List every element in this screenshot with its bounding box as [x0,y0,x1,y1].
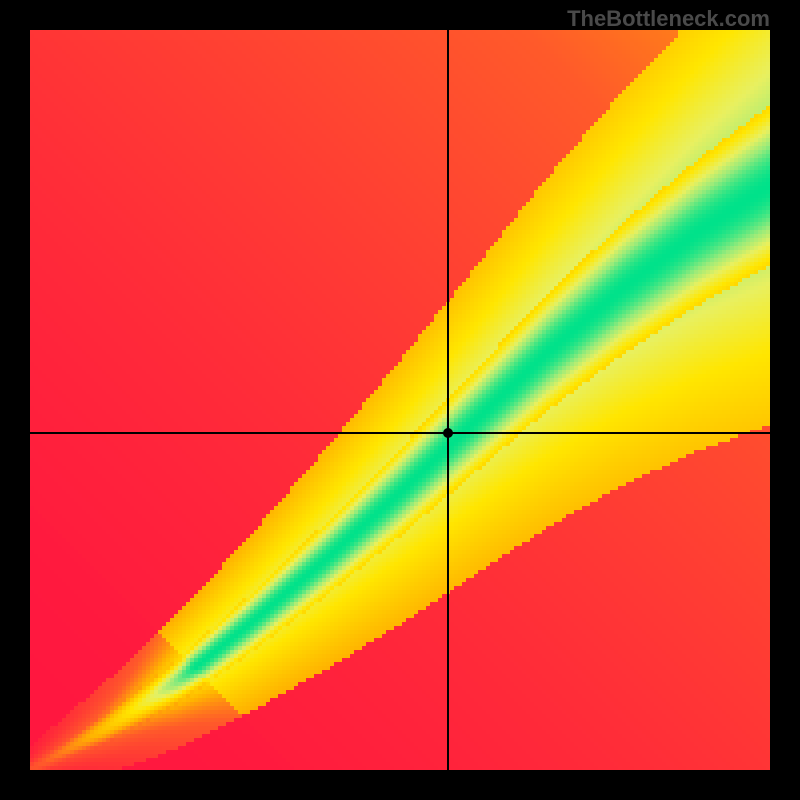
crosshair-vertical [447,30,449,770]
watermark-text: TheBottleneck.com [567,6,770,32]
bottleneck-heatmap [30,30,770,770]
chart-container: TheBottleneck.com [0,0,800,800]
crosshair-horizontal [30,432,770,434]
